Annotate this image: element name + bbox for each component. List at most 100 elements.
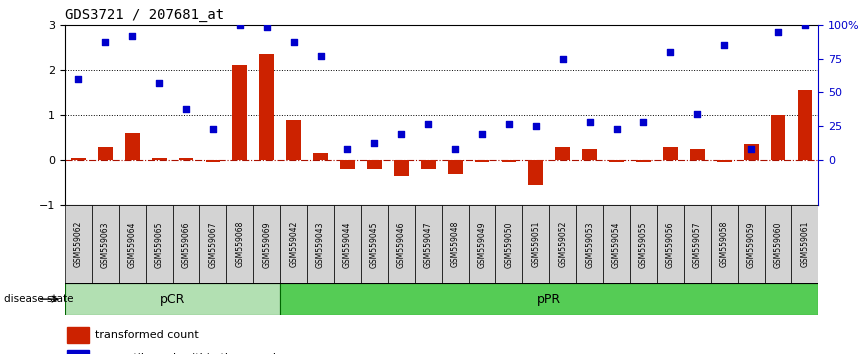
Bar [603, 205, 630, 283]
Point [771, 29, 785, 34]
Text: GSM559046: GSM559046 [397, 221, 406, 268]
Bar [636, 160, 651, 162]
Text: GSM559055: GSM559055 [639, 221, 648, 268]
Bar [495, 205, 522, 283]
Bar [475, 160, 489, 162]
Bar [361, 205, 388, 283]
Point [475, 132, 489, 137]
Text: GSM559048: GSM559048 [450, 221, 460, 268]
Bar [576, 205, 603, 283]
Point [340, 147, 354, 152]
Bar [765, 205, 792, 283]
Bar [199, 205, 226, 283]
Bar [145, 205, 172, 283]
Text: GSM559067: GSM559067 [209, 221, 217, 268]
Bar [92, 205, 119, 283]
Bar [549, 205, 576, 283]
Bar [68, 350, 89, 354]
Text: GSM559062: GSM559062 [74, 221, 83, 268]
Bar [334, 205, 361, 283]
Bar [125, 133, 139, 160]
Point [663, 49, 677, 55]
Point [556, 56, 570, 62]
Bar [281, 283, 818, 315]
Bar [367, 160, 382, 169]
Text: GDS3721 / 207681_at: GDS3721 / 207681_at [65, 8, 224, 22]
Point [126, 33, 139, 39]
Bar [313, 153, 328, 160]
Bar [738, 205, 765, 283]
Text: GSM559047: GSM559047 [423, 221, 433, 268]
Text: GSM559050: GSM559050 [504, 221, 514, 268]
Point [367, 140, 381, 145]
Bar [717, 160, 732, 162]
Point [502, 121, 516, 126]
Text: GSM559053: GSM559053 [585, 221, 594, 268]
Text: GSM559065: GSM559065 [155, 221, 164, 268]
Point [717, 42, 731, 48]
Bar [522, 205, 549, 283]
Bar [307, 205, 334, 283]
Text: disease state: disease state [4, 294, 74, 304]
Bar [442, 205, 469, 283]
Bar [582, 149, 597, 160]
Bar [394, 160, 409, 176]
Bar [792, 205, 818, 283]
Text: GSM559068: GSM559068 [236, 221, 244, 268]
Bar [172, 205, 199, 283]
Point [610, 126, 624, 132]
Text: GSM559044: GSM559044 [343, 221, 352, 268]
Point [529, 124, 543, 129]
Bar [663, 147, 678, 160]
Bar [232, 65, 248, 160]
Text: GSM559042: GSM559042 [289, 221, 298, 268]
Text: GSM559052: GSM559052 [559, 221, 567, 268]
Point [99, 40, 113, 45]
Point [152, 80, 166, 86]
Point [287, 40, 301, 45]
Bar [630, 205, 657, 283]
Text: GSM559058: GSM559058 [720, 221, 728, 268]
Bar [744, 144, 759, 160]
Bar [528, 160, 543, 185]
Bar [119, 205, 145, 283]
Text: GSM559064: GSM559064 [127, 221, 137, 268]
Bar [253, 205, 281, 283]
Point [233, 22, 247, 28]
Text: GSM559057: GSM559057 [693, 221, 701, 268]
Text: GSM559045: GSM559045 [370, 221, 379, 268]
Bar [555, 147, 570, 160]
Point [449, 147, 462, 152]
Bar [205, 160, 220, 162]
Bar [684, 205, 711, 283]
Bar [501, 160, 516, 162]
Bar [388, 205, 415, 283]
Text: transformed count: transformed count [95, 330, 199, 339]
Text: GSM559063: GSM559063 [100, 221, 110, 268]
Point [206, 126, 220, 132]
Text: GSM559056: GSM559056 [666, 221, 675, 268]
Text: pPR: pPR [537, 293, 561, 306]
Bar [340, 160, 355, 169]
Bar [690, 149, 705, 160]
Bar [287, 120, 301, 160]
Text: GSM559051: GSM559051 [532, 221, 540, 268]
Text: percentile rank within the sample: percentile rank within the sample [95, 353, 283, 354]
Point [690, 111, 704, 117]
Point [179, 106, 193, 112]
Bar [71, 158, 86, 160]
Bar [609, 160, 624, 162]
Bar [469, 205, 495, 283]
Bar [771, 115, 785, 160]
Point [313, 53, 327, 59]
Bar [421, 160, 436, 169]
Text: GSM559061: GSM559061 [800, 221, 810, 268]
Text: GSM559066: GSM559066 [182, 221, 191, 268]
Bar [65, 283, 281, 315]
Text: pCR: pCR [160, 293, 185, 306]
Text: GSM559043: GSM559043 [316, 221, 325, 268]
Point [637, 119, 650, 125]
Bar [448, 160, 462, 174]
Bar [178, 158, 193, 160]
Bar [226, 205, 253, 283]
